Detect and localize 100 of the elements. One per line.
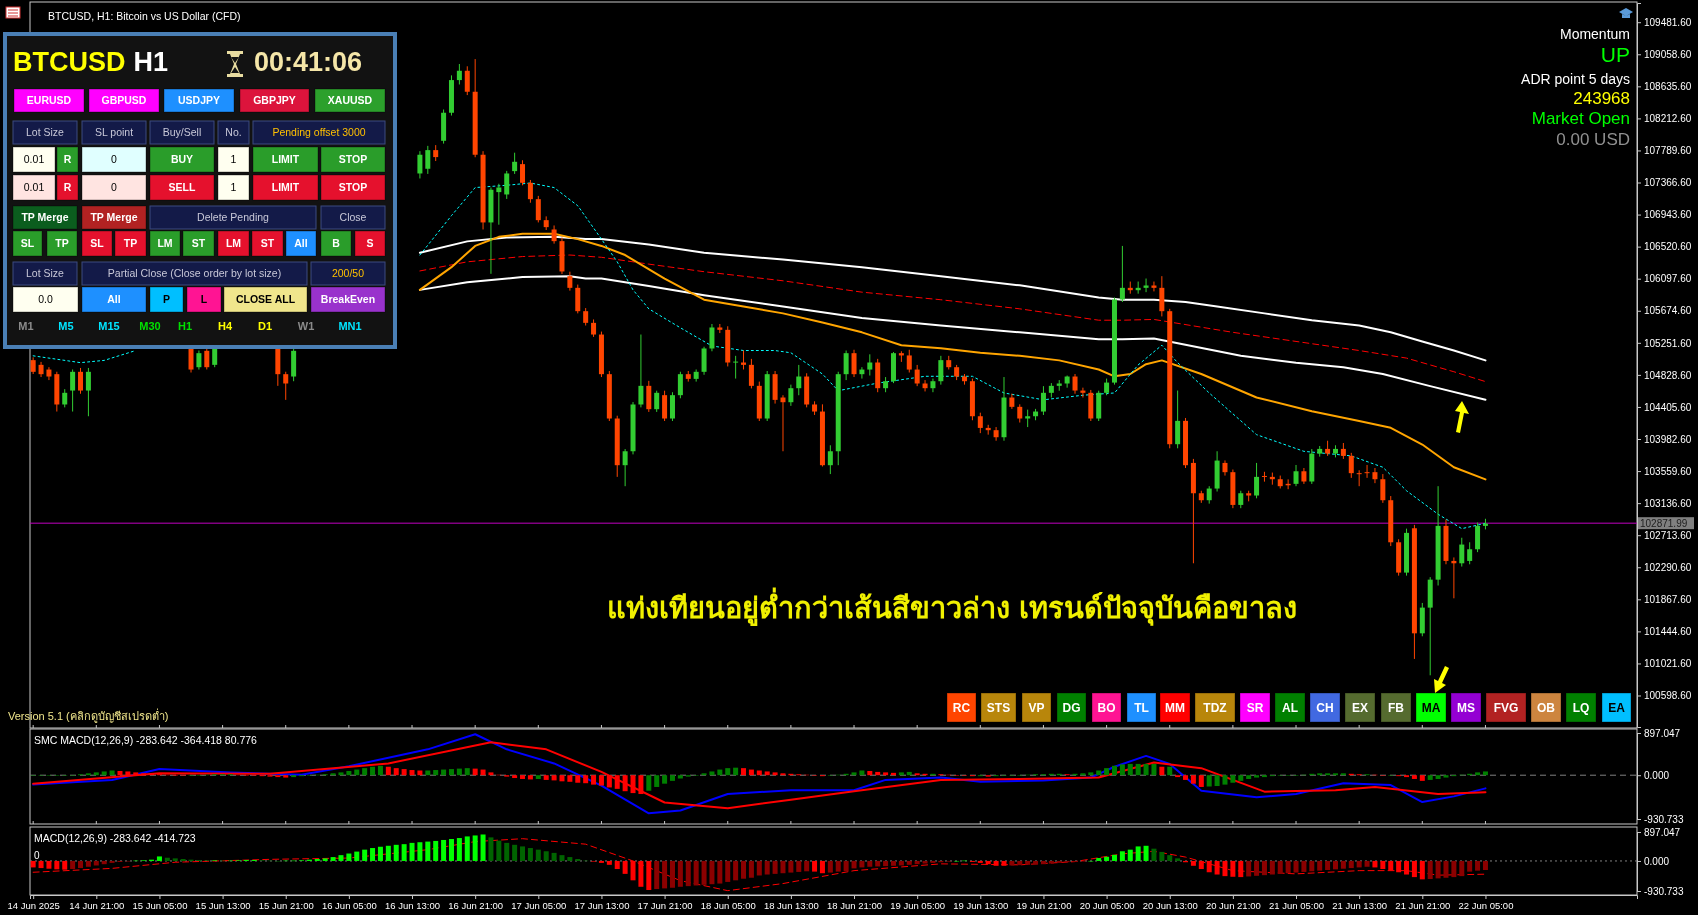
- bar: [1459, 860, 1465, 877]
- annotation: D1: [257, 320, 273, 332]
- bar: [796, 860, 802, 872]
- bar: [922, 860, 928, 864]
- bar: [1222, 860, 1228, 877]
- y-tick-label: 897.047: [1644, 826, 1681, 838]
- x-tick-label: 19 Jun 13:00: [953, 899, 1009, 911]
- bar: [567, 857, 573, 861]
- candlestick: [788, 384, 794, 407]
- annotation: No.: [225, 126, 242, 139]
- text: BTCUSD, H1: Bitcoin vs US Dollar (CFD): [48, 9, 241, 22]
- annotation: AL: [1282, 700, 1298, 715]
- candlestick: [1119, 245, 1125, 303]
- candlestick: [938, 355, 944, 386]
- bar: [125, 771, 131, 776]
- bar: [883, 860, 889, 867]
- bar: [1040, 860, 1046, 865]
- annotation: TP: [55, 237, 69, 250]
- bar: [1214, 775, 1220, 787]
- candlestick: [1467, 541, 1473, 565]
- bar: [1396, 860, 1402, 873]
- bar: [425, 841, 431, 861]
- bar: [456, 768, 462, 776]
- candlestick: [85, 367, 91, 417]
- x-tick-label: 16 Jun 21:00: [448, 899, 504, 911]
- annotation: 0.01: [23, 153, 45, 166]
- candlestick: [1072, 373, 1078, 395]
- bar: [1001, 860, 1007, 866]
- bar: [1230, 860, 1236, 877]
- annotation: MM: [1165, 700, 1185, 715]
- bar: [606, 775, 612, 788]
- bar: [1269, 860, 1275, 875]
- bar: [677, 775, 683, 779]
- bar: [669, 775, 675, 781]
- bar: [1293, 860, 1299, 873]
- bar: [551, 775, 557, 781]
- candlestick: [1017, 403, 1023, 424]
- bar: [401, 769, 407, 776]
- bar: [1104, 768, 1110, 776]
- bar: [417, 842, 423, 861]
- annotation: W1: [297, 320, 315, 332]
- chart-title: MACD(12,26,9) -283.642 -414.723: [34, 831, 196, 844]
- annotation: EX: [1351, 700, 1369, 715]
- bar: [851, 772, 857, 776]
- y-tick-label: 103559.60: [1644, 465, 1692, 477]
- annotation: EA: [1608, 700, 1626, 715]
- bar: [1246, 775, 1252, 779]
- annotation: H4: [217, 320, 233, 332]
- bar: [1411, 860, 1417, 878]
- y-tick-label: 0.000: [1644, 855, 1670, 867]
- candlestick: [654, 390, 660, 413]
- bar: [370, 848, 376, 861]
- bar: [622, 860, 628, 874]
- bar: [1467, 860, 1473, 872]
- bar: [1127, 763, 1133, 776]
- bar: [527, 775, 533, 780]
- bar: [1159, 851, 1165, 861]
- bar: [101, 860, 107, 865]
- bar: [1190, 860, 1196, 866]
- bar: [717, 860, 723, 884]
- y-tick-label: 102713.60: [1644, 529, 1692, 541]
- bar: [677, 860, 683, 887]
- bar: [1340, 860, 1346, 869]
- bar: [1104, 856, 1110, 861]
- bar: [1033, 860, 1039, 865]
- candlestick: [46, 366, 52, 381]
- bar: [1096, 858, 1102, 861]
- bar: [401, 844, 407, 861]
- annotation: 243968: [1573, 89, 1630, 108]
- bar: [914, 860, 920, 865]
- annotation: P: [162, 293, 171, 306]
- bar: [709, 771, 715, 776]
- bar: [709, 860, 715, 885]
- bar: [1427, 775, 1433, 780]
- bar: [1451, 860, 1457, 878]
- annotation: M30: [139, 320, 161, 332]
- bar: [583, 775, 589, 784]
- bar: [488, 837, 494, 861]
- bar: [543, 775, 549, 780]
- bar: [827, 860, 833, 873]
- annotation: TP: [123, 237, 138, 250]
- candlestick: [1143, 278, 1149, 293]
- annotation: ST: [260, 237, 275, 250]
- annotation: Delete Pending: [197, 211, 270, 224]
- bar: [370, 766, 376, 776]
- annotation: Close: [339, 211, 367, 224]
- y-tick-label: 105251.60: [1644, 337, 1692, 349]
- candlestick: [867, 353, 873, 377]
- annotation: Buy/Sell: [162, 126, 202, 139]
- annotation: H1: [133, 47, 169, 77]
- annotation: H1: [177, 320, 193, 332]
- x-tick-label: 15 Jun 13:00: [195, 899, 251, 911]
- candlestick: [1080, 387, 1086, 399]
- annotation: M5: [58, 320, 74, 332]
- bar: [1119, 851, 1125, 861]
- candlestick: [527, 179, 533, 204]
- candlestick: [701, 346, 707, 376]
- bar: [614, 860, 620, 870]
- bar: [117, 770, 123, 776]
- annotation: XAUUSD: [327, 94, 373, 107]
